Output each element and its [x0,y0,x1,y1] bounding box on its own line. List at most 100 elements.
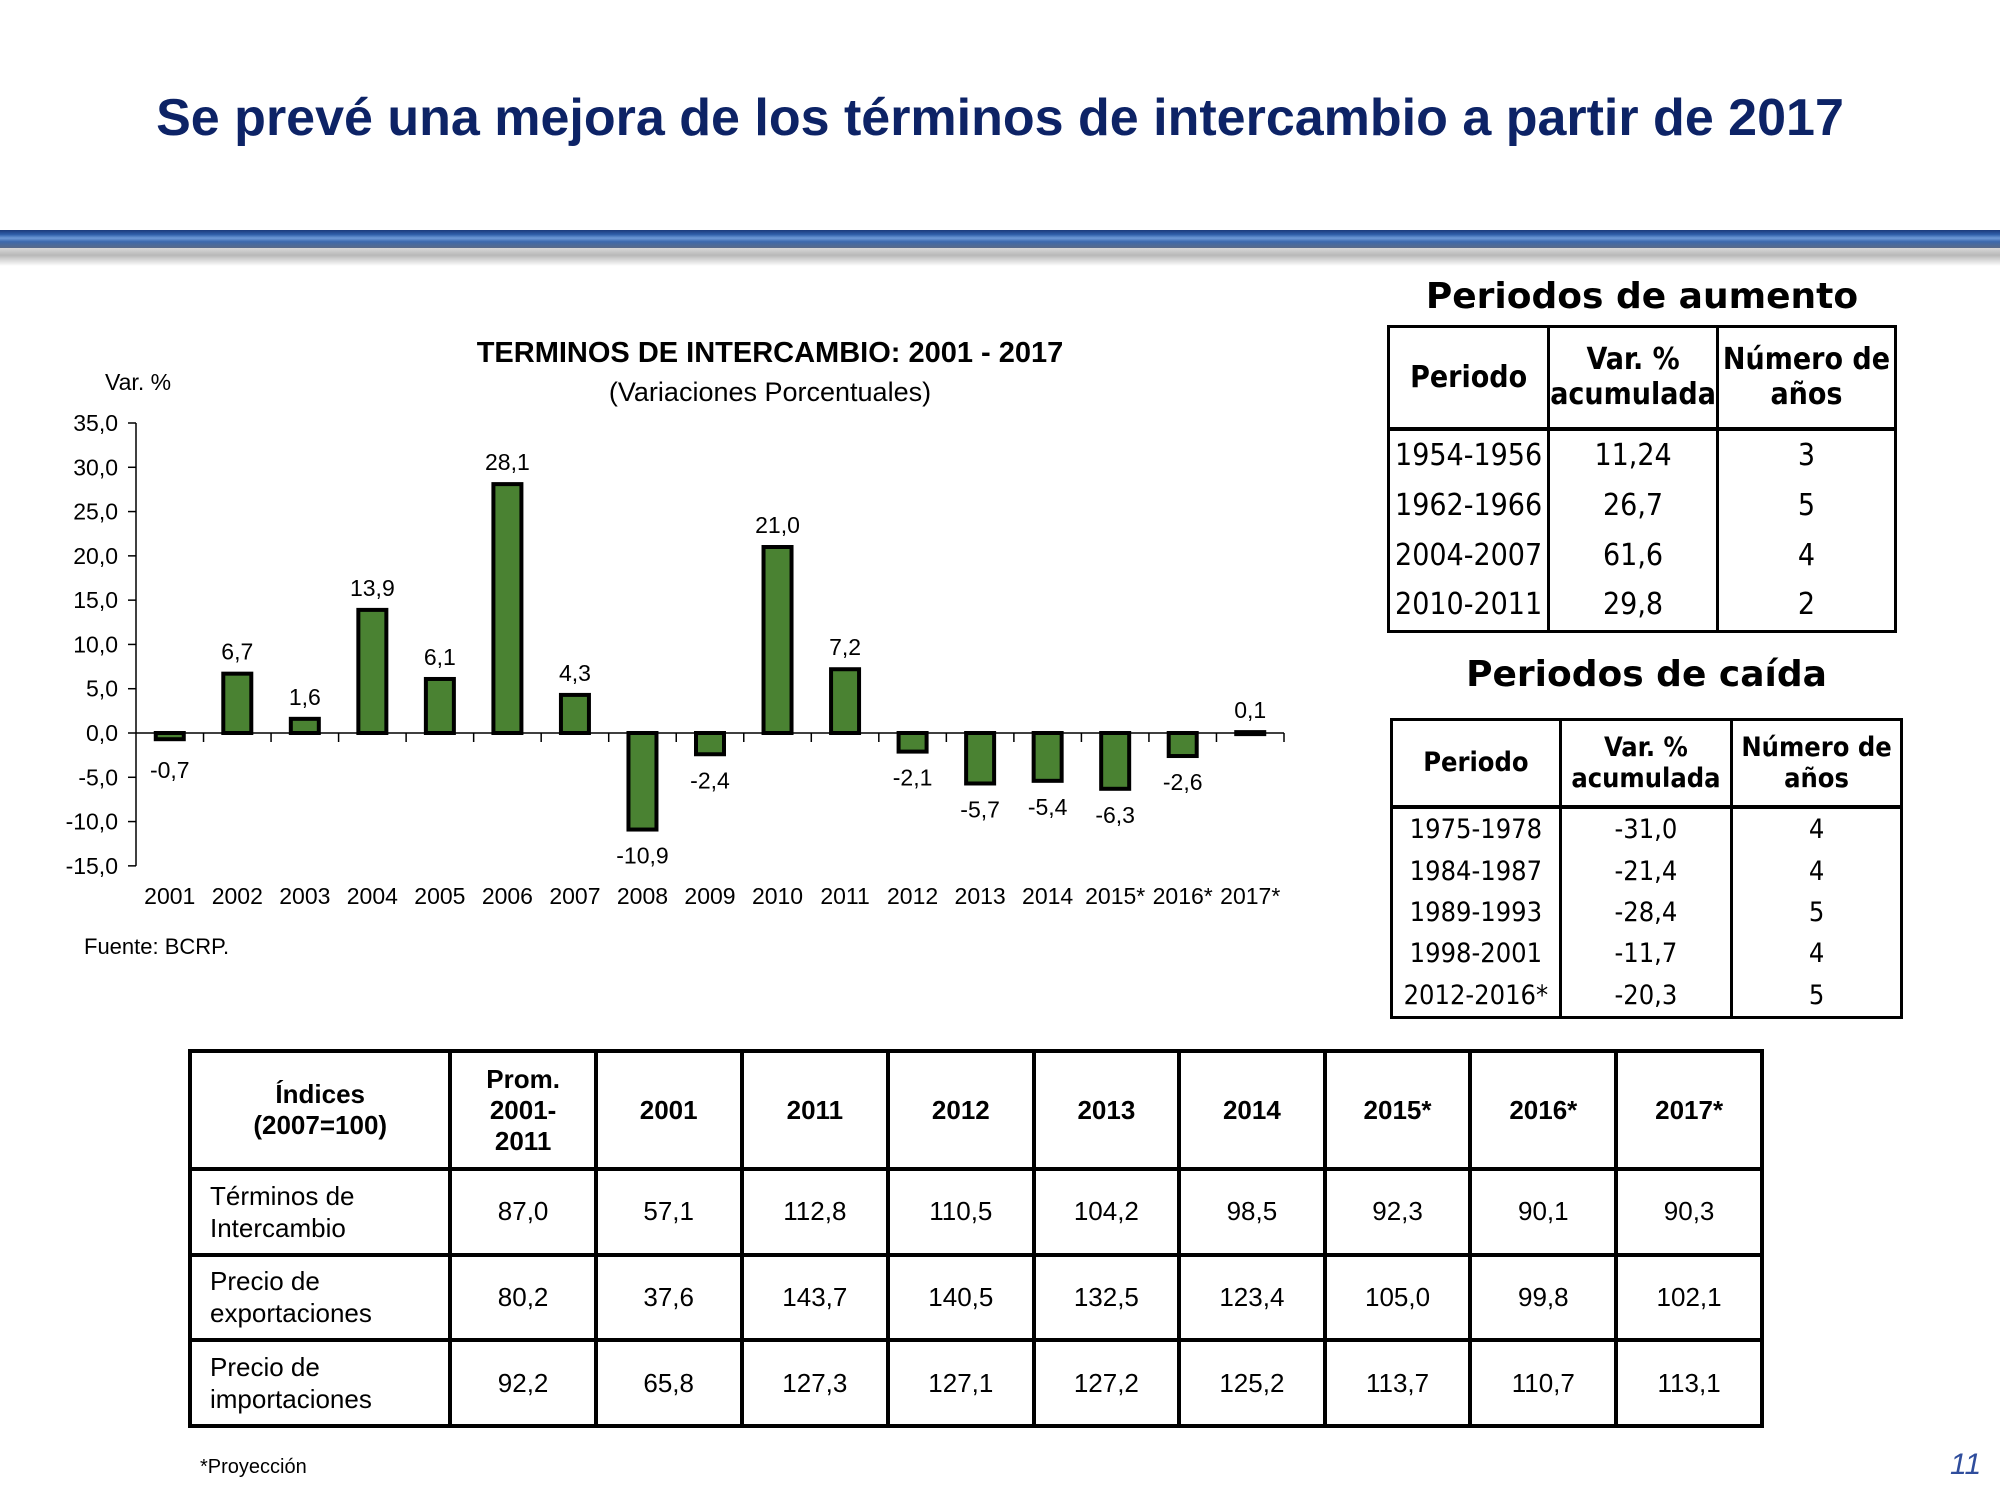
caida-cell: 1984-1987 [1390,850,1562,892]
indices-row-label-text: Intercambio [210,1212,346,1243]
bar-2004 [356,607,389,735]
x-tick-label: 2016* [1153,883,1213,909]
indices-header-cell: Índices (2007=100) [187,1049,453,1171]
x-tick-label: 2010 [752,883,803,909]
indices-cell: 132,5 [1031,1252,1182,1343]
aumento-header-text: Periodo [1410,359,1528,395]
caida-cell: 1989-1993 [1390,891,1562,933]
bar-2012 [896,731,929,754]
indices-header-cell: 2017* [1614,1049,1764,1171]
caida-cell: 1998-2001 [1390,932,1562,975]
indices-header-text: 2001 [639,1094,698,1125]
caida-cell: 5 [1730,974,1903,1020]
y-tick-label: 10,0 [73,631,118,657]
y-tick-label: 0,0 [86,720,118,746]
caida-cell: 5 [1730,891,1903,933]
indices-cell: 98,5 [1177,1167,1327,1257]
caida-header-text: Número de [1741,731,1892,763]
aumento-header-text: Número de [1722,342,1891,378]
bar-2014 [1031,731,1064,783]
caida-header-text: Var. % [1603,731,1688,763]
bar-2009 [694,731,726,757]
value-label: -6,3 [1095,802,1135,828]
aumento-row: 2004-2007 61,6 4 [1386,530,1898,580]
indices-row: Precio de importaciones 92,2 65,8 127,3 127,1… [187,1338,1764,1428]
indices-header-text: 2015* [1363,1094,1432,1125]
caida-cell: 4 [1730,932,1903,975]
caida-header-cell: Var. % acumulada [1558,718,1734,809]
value-label: 1,6 [289,684,321,710]
indices-cell: 90,1 [1468,1167,1619,1257]
bars [153,482,1267,832]
indices-cell: 140,5 [886,1252,1036,1343]
indices-cell: 57,1 [593,1167,744,1257]
indices-cell: 143,7 [739,1252,891,1343]
aumento-cell: 2 [1715,579,1898,633]
indices-header-text: 2001- [489,1094,557,1125]
bar-2016* [1166,731,1199,759]
indices-table: Índices (2007=100) Prom. 2001- 2011 2001 2011 2… [187,1049,1764,1428]
aumento-cell: 11,24 [1547,428,1719,481]
value-label: 0,1 [1234,697,1266,723]
indices-header-text: Índices [275,1079,366,1109]
value-label: -5,7 [960,796,1000,822]
aumento-header-text: acumulada [1550,377,1716,413]
aumento-header-cell: Número de años [1715,325,1898,431]
indices-row-label: Precio de exportaciones [187,1252,453,1343]
y-axis: 35,0 30,0 25,0 20,0 15,0 10,0 5,0 0,0 -5,0 -10,0 -… [66,410,137,879]
indices-row-label-text: exportaciones [210,1298,372,1329]
caida-cell: 1975-1978 [1390,806,1562,851]
indices-cell: 90,3 [1614,1167,1764,1257]
value-label: -5,4 [1028,794,1068,820]
x-tick-label: 2007 [549,883,600,909]
y-tick-label: 35,0 [73,410,118,436]
aumento-table: Periodo Var. % acumulada Número de años 1954… [1386,325,1898,633]
indices-cell: 80,2 [448,1252,598,1343]
y-tick-label: -15,0 [66,853,118,879]
aumento-cell: 4 [1715,530,1898,580]
indices-cell: 92,3 [1322,1167,1473,1257]
x-tick-label: 2012 [887,883,938,909]
indices-cell: 104,2 [1031,1167,1182,1257]
indices-cell: 127,3 [739,1338,891,1428]
indices-row-label-text: importaciones [210,1384,372,1415]
aumento-cell: 61,6 [1547,530,1719,580]
caida-row: 1984-1987 -21,4 4 [1390,850,1903,892]
value-label: 6,7 [221,639,253,665]
indices-cell: 102,1 [1614,1252,1764,1343]
aumento-cell: 1962-1966 [1386,480,1551,531]
indices-cell: 127,2 [1031,1338,1182,1428]
x-tick-label: 2006 [482,883,533,909]
indices-row-label-text: Términos de [210,1180,355,1211]
bar-2017* [1234,730,1267,737]
aumento-header-cell: Periodo [1386,325,1551,431]
indices-cell: 87,0 [448,1167,598,1257]
indices-cell: 92,2 [448,1338,598,1428]
indices-header-cell: Prom. 2001- 2011 [448,1049,598,1171]
indices-cell: 110,7 [1468,1338,1619,1428]
x-tick-label: 2011 [820,883,869,909]
indices-row-label: Términos de Intercambio [187,1167,453,1257]
caida-header-cell: Periodo [1390,718,1562,809]
aumento-cell: 2004-2007 [1386,530,1551,580]
aumento-row: 1954-1956 11,24 3 [1386,428,1898,481]
y-tick-label: 20,0 [73,543,118,569]
x-tick-label: 2002 [212,883,263,909]
indices-row: Términos de Intercambio 87,0 57,1 112,8 110,5… [187,1167,1764,1257]
indices-cell: 112,8 [739,1167,891,1257]
indices-cell: 127,1 [886,1338,1036,1428]
aumento-title: Periodos de aumento [1425,276,1859,317]
bar-2002 [221,671,254,735]
indices-cell: 113,1 [1614,1338,1764,1428]
value-label: -2,1 [893,765,933,791]
caida-header-text: Periodo [1423,747,1529,779]
chart-subtitle: (Variaciones Porcentuales) [609,377,931,407]
indices-cell: 113,7 [1322,1338,1473,1428]
footnote: *Proyección [200,1456,307,1478]
value-label: 6,1 [424,644,456,670]
caida-row: 2012-2016* -20,3 5 [1390,974,1903,1020]
indices-header-cell: 2013 [1031,1049,1182,1171]
indices-cell: 37,6 [593,1252,744,1343]
aumento-cell: 29,8 [1547,579,1719,633]
value-label: 28,1 [485,449,530,475]
